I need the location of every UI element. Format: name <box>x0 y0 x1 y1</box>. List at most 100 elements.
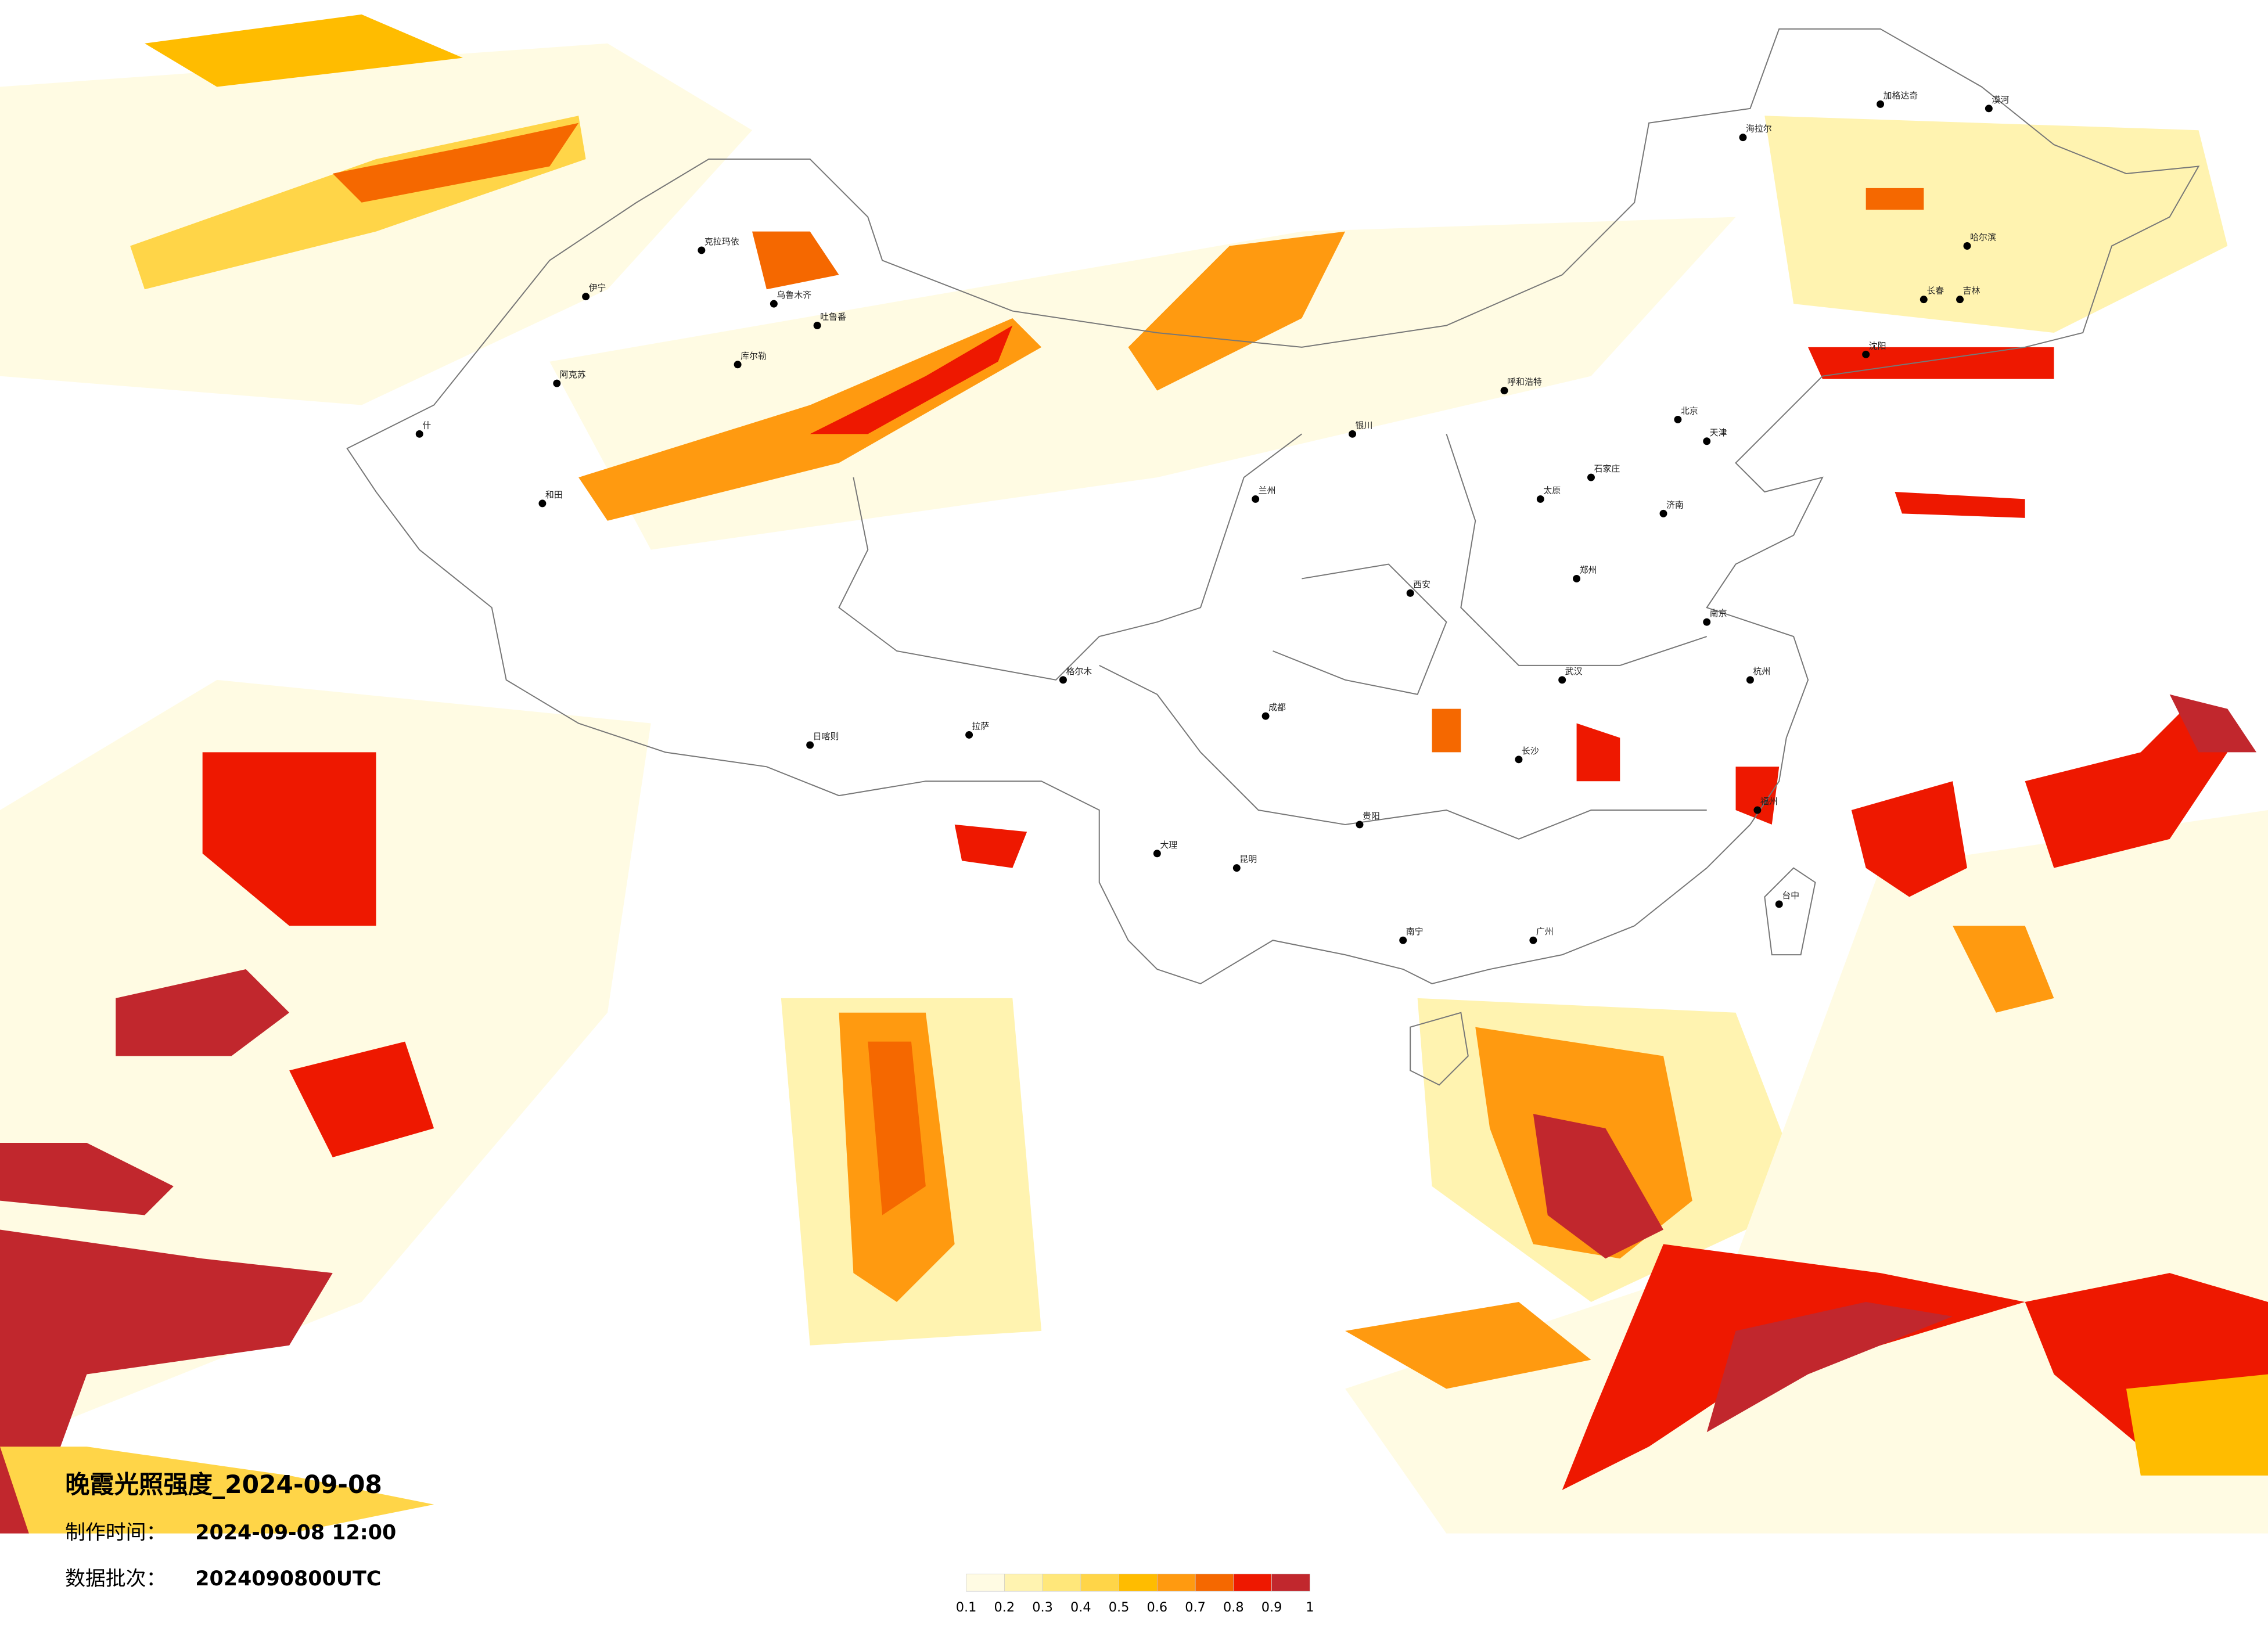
city-dot <box>1877 100 1885 108</box>
city-label: 兰州 <box>1259 485 1276 495</box>
city-label: 成都 <box>1268 702 1286 713</box>
city-label: 郑州 <box>1580 564 1597 575</box>
colorbar-tick-label: 0.7 <box>1185 1600 1206 1615</box>
city-label: 北京 <box>1681 405 1698 416</box>
city-dot <box>770 300 778 308</box>
city-label: 长春 <box>1926 286 1944 296</box>
city-label: 大理 <box>1160 840 1177 850</box>
made-time: 2024-09-08 12:00 <box>195 1521 396 1545</box>
city-dot <box>553 379 561 387</box>
city-dot <box>1963 242 1971 250</box>
city-label: 银川 <box>1356 420 1373 430</box>
colorbar-swatch <box>1195 1573 1234 1592</box>
city-dot <box>1746 676 1754 684</box>
city-label: 阿克苏 <box>560 369 586 380</box>
colorbar-tick-label: 0.1 <box>956 1600 977 1615</box>
city-dot <box>806 741 814 749</box>
colorbar-tick-label: 0.8 <box>1223 1600 1244 1615</box>
city-label: 漠河 <box>1992 95 2009 105</box>
city-dot <box>1920 296 1928 304</box>
city-dot <box>1703 618 1711 626</box>
city-dot <box>1261 712 1270 720</box>
city-dot <box>1515 756 1523 764</box>
city-label: 武汉 <box>1565 666 1583 677</box>
city-label: 长沙 <box>1522 746 1539 756</box>
city-label: 西安 <box>1413 579 1430 589</box>
map-title: 晚霞光照强度_2024-09-08 <box>65 1470 382 1499</box>
city-dot <box>1573 574 1581 582</box>
city-label: 福州 <box>1760 796 1778 807</box>
city-label: 伊宁 <box>589 283 606 293</box>
city-dot <box>1703 437 1711 445</box>
city-dot <box>1356 821 1364 829</box>
city-dot <box>1406 589 1414 597</box>
intensity-field <box>0 14 2268 1534</box>
city-label: 贵阳 <box>1363 811 1380 821</box>
colorbar-swatch <box>1119 1573 1158 1592</box>
city-dot <box>415 430 423 438</box>
batch: 2024090800UTC <box>195 1567 381 1591</box>
colorbar-swatch <box>1156 1573 1196 1592</box>
colorbar-tick-label: 0.6 <box>1147 1600 1168 1615</box>
city-label: 吉林 <box>1963 286 1981 296</box>
city-dot <box>1659 509 1667 517</box>
city-dot <box>1529 936 1537 944</box>
city-label: 乌鲁木齐 <box>777 290 811 300</box>
city-dot <box>1153 850 1161 858</box>
city-dot <box>1956 296 1964 304</box>
city-label: 南宁 <box>1406 926 1424 937</box>
city-label: 石家庄 <box>1594 463 1620 474</box>
colorbar-swatch <box>966 1573 1005 1592</box>
colorbar-tick-label: 0.4 <box>1070 1600 1091 1615</box>
city-label: 广州 <box>1536 926 1554 937</box>
colorbar-swatch <box>1080 1573 1119 1592</box>
city-dot <box>1252 495 1260 503</box>
city-label: 海拉尔 <box>1746 124 1772 134</box>
city-label: 和田 <box>545 490 563 500</box>
colorbar-swatch <box>1233 1573 1272 1592</box>
city-dot <box>1775 900 1783 908</box>
city-label: 太原 <box>1543 485 1561 495</box>
city-dot <box>1536 495 1544 503</box>
city-dot <box>734 361 742 369</box>
city-dot <box>582 293 590 301</box>
colorbar-swatch <box>1004 1573 1043 1592</box>
city-label: 沈阳 <box>1869 340 1886 351</box>
city-label: 呼和浩特 <box>1507 377 1542 387</box>
colorbar: 0.1 0.2 0.3 0.4 0.5 0.6 0.7 0.8 0.9 1 <box>956 1573 1314 1615</box>
city-label: 吐鲁番 <box>820 312 846 322</box>
city-dot <box>538 499 547 508</box>
made-time-label: 制作时间： <box>65 1521 166 1545</box>
city-dot <box>1674 415 1682 423</box>
city-dot <box>1500 387 1508 395</box>
city-dot <box>1059 676 1067 684</box>
city-dot <box>1753 806 1762 814</box>
city-label: 拉萨 <box>972 721 990 732</box>
colorbar-tick-label: 0.9 <box>1261 1600 1282 1615</box>
city-label: 什 <box>422 420 431 430</box>
city-label: 克拉玛依 <box>705 236 739 247</box>
city-dot <box>1587 473 1595 481</box>
city-dot <box>965 731 973 739</box>
city-dot <box>698 246 706 254</box>
city-label: 南京 <box>1710 608 1727 618</box>
city-label: 济南 <box>1666 499 1684 510</box>
city-dot <box>1399 936 1407 944</box>
city-dot <box>1985 105 1993 113</box>
city-label: 杭州 <box>1753 666 1770 677</box>
city-dot <box>813 322 821 329</box>
colorbar-swatch <box>1042 1573 1081 1592</box>
city-label: 格尔木 <box>1066 666 1092 677</box>
boundaries <box>346 28 2200 1086</box>
batch-label: 数据批次： <box>65 1567 166 1591</box>
city-dot <box>1739 134 1747 142</box>
colorbar-tick-label: 0.3 <box>1032 1600 1053 1615</box>
colorbar-tick-label: 0.5 <box>1109 1600 1130 1615</box>
city-label: 台中 <box>1782 890 1799 901</box>
colorbar-swatch <box>1271 1573 1310 1592</box>
city-label: 库尔勒 <box>741 351 767 361</box>
colorbar-tick-label: 0.2 <box>994 1600 1015 1615</box>
city-dot <box>1349 430 1357 438</box>
